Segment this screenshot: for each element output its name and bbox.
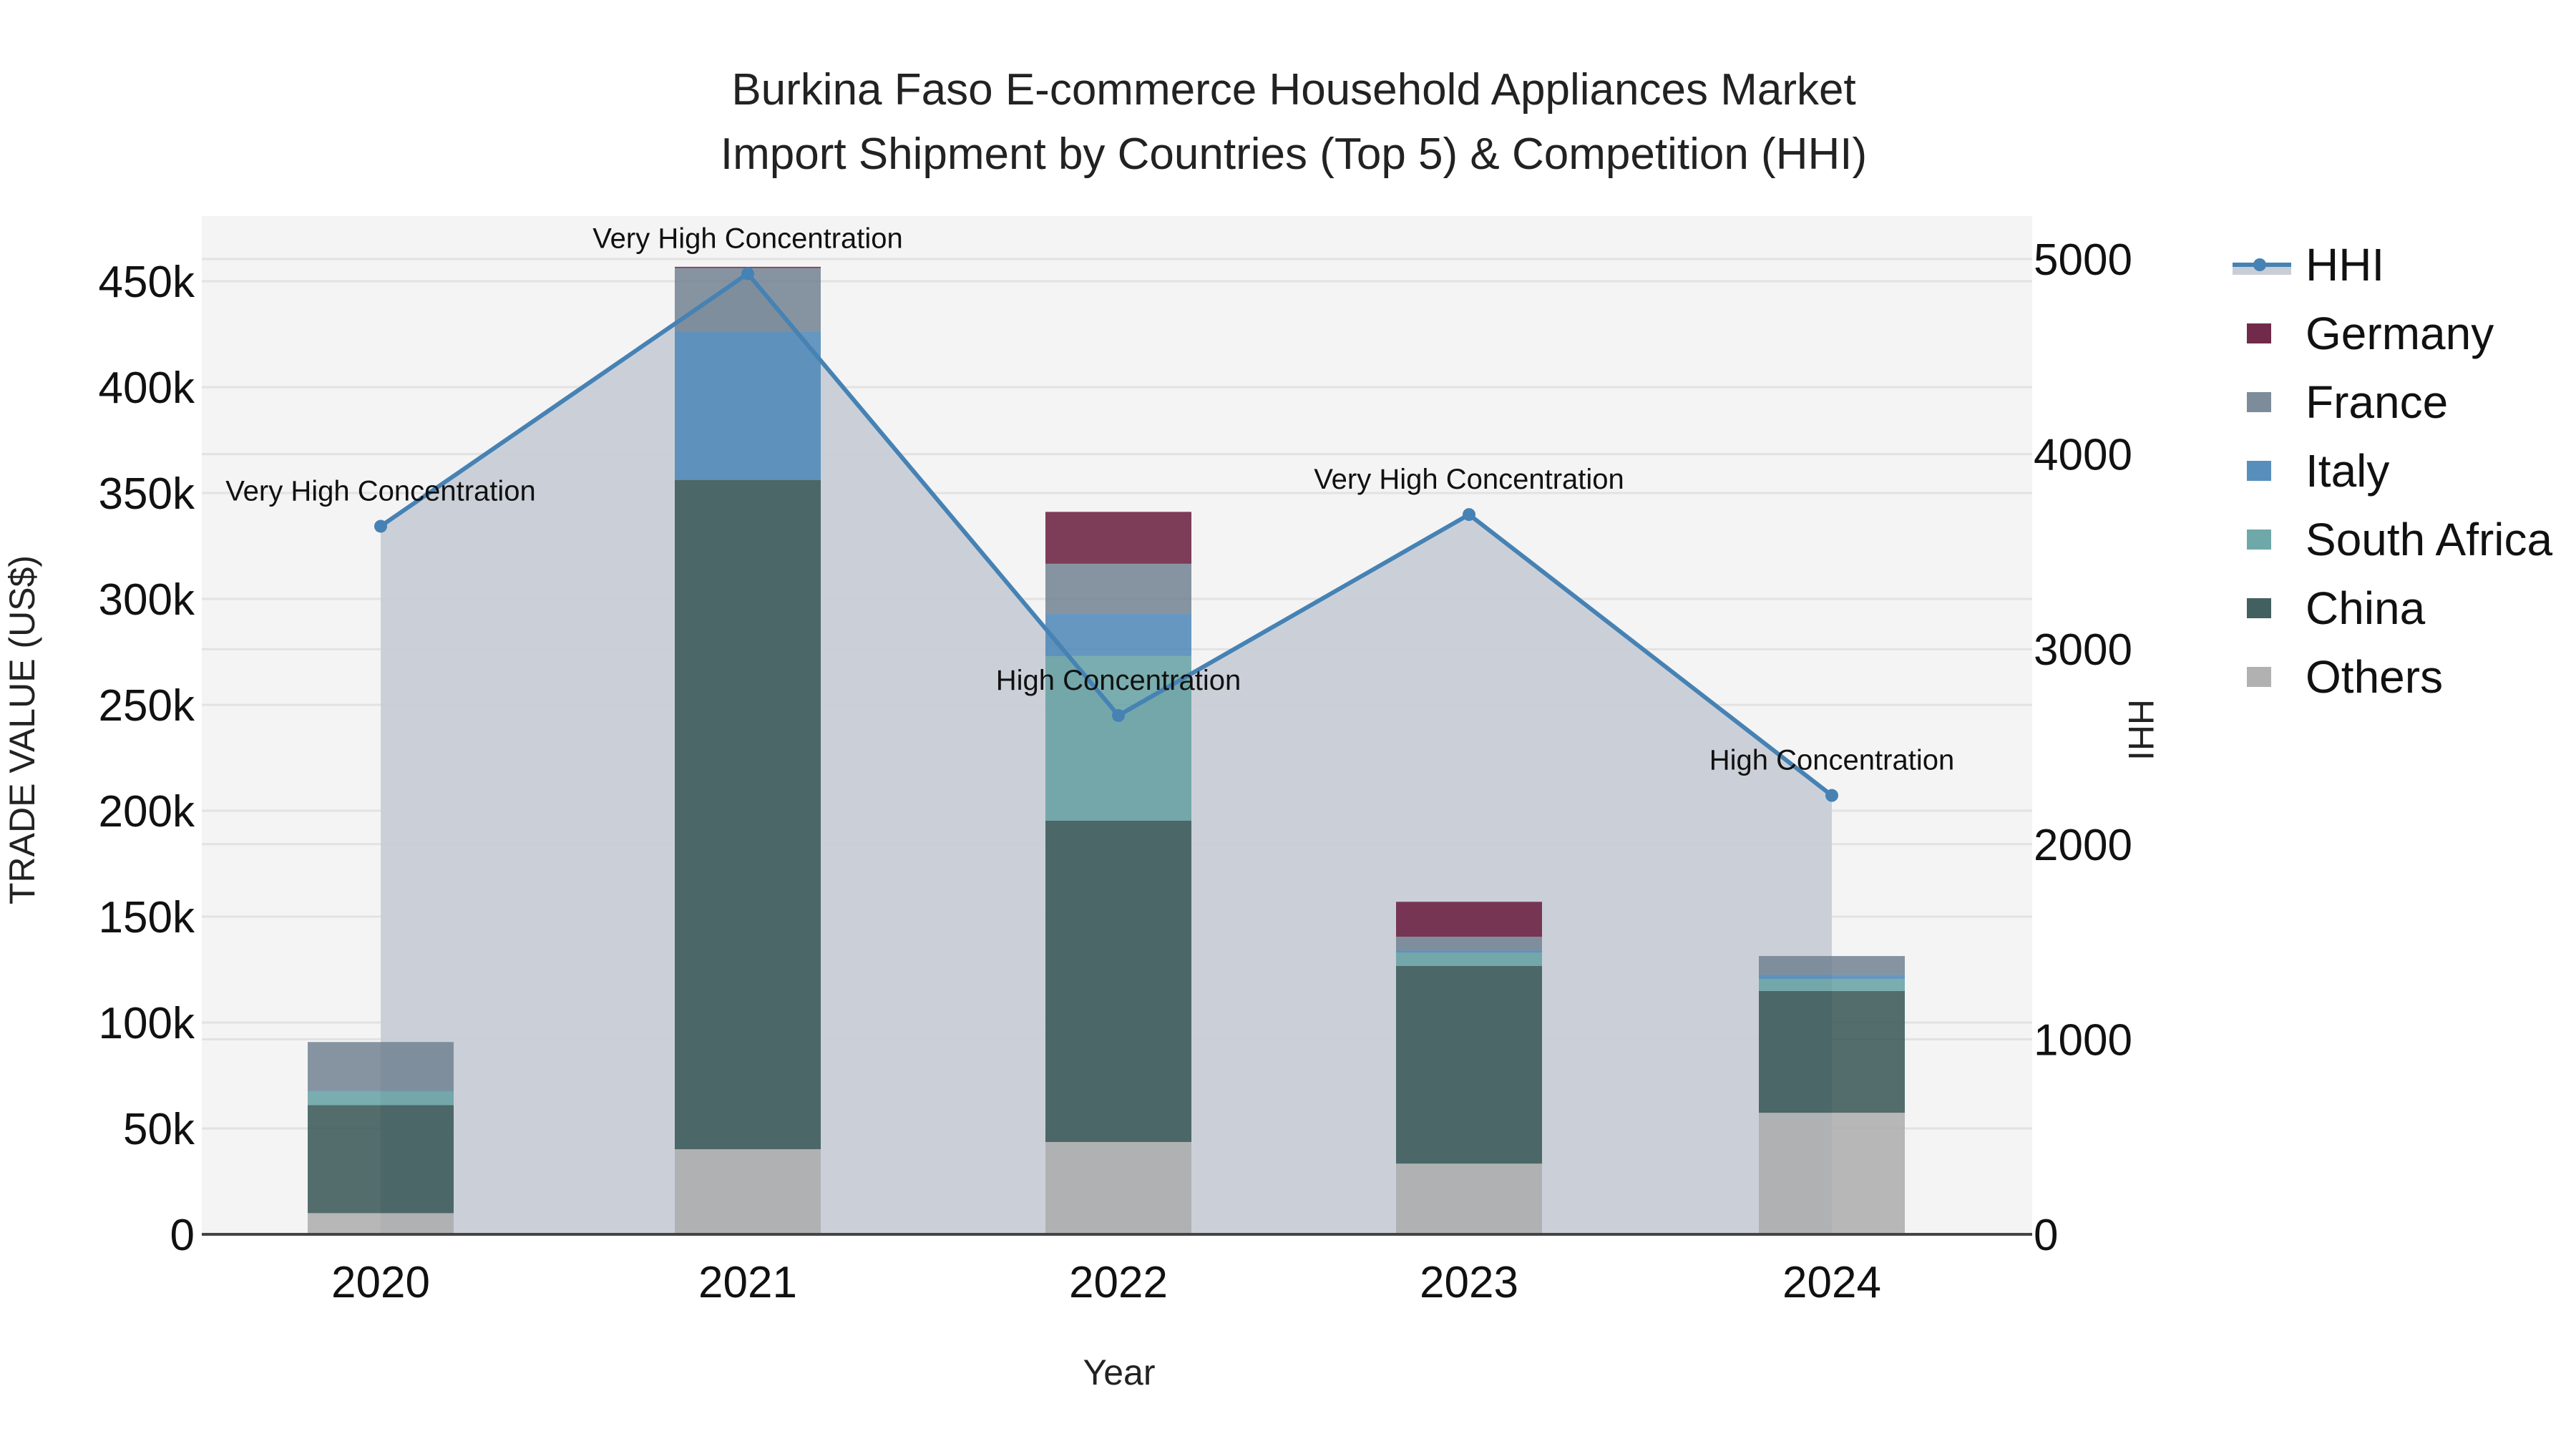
bar-segment-others[interactable] bbox=[1759, 1113, 1905, 1234]
legend-swatch-icon bbox=[2247, 530, 2271, 550]
hhi-line bbox=[374, 267, 1838, 802]
y-tick-label: 200k bbox=[99, 787, 195, 836]
legend-label: Italy bbox=[2306, 445, 2389, 497]
bar-segment-others[interactable] bbox=[1045, 1141, 1191, 1234]
hhi-annotation: Very High Concentration bbox=[1314, 464, 1624, 495]
bar-segment-china[interactable] bbox=[1396, 965, 1542, 1164]
x-tick-label: 2021 bbox=[698, 1258, 797, 1307]
y2-tick-label: 3000 bbox=[2034, 625, 2132, 675]
x-tick-label: 2023 bbox=[1420, 1258, 1518, 1307]
bar-segment-south-africa[interactable] bbox=[1045, 655, 1191, 821]
y2-tick-label: 0 bbox=[2034, 1211, 2058, 1260]
bar-segment-south-africa[interactable] bbox=[1396, 952, 1542, 966]
bar-segment-italy[interactable] bbox=[675, 331, 821, 480]
y-tick-label: 100k bbox=[99, 999, 195, 1048]
y-tick-label: 250k bbox=[99, 681, 195, 731]
hhi-marker[interactable] bbox=[1112, 708, 1125, 722]
bar-segment-china[interactable] bbox=[1045, 820, 1191, 1142]
legend-swatch-icon bbox=[2247, 667, 2271, 687]
y2-axis-title: HHI bbox=[2121, 699, 2161, 761]
y-axis-title: TRADE VALUE (US$) bbox=[2, 555, 42, 904]
x-tick-label: 2022 bbox=[1069, 1258, 1168, 1307]
legend-label: Others bbox=[2306, 651, 2443, 703]
legend-item-hhi[interactable]: HHI bbox=[2233, 239, 2384, 291]
y-tick-label: 300k bbox=[99, 575, 195, 625]
bar-segment-france[interactable] bbox=[308, 1042, 454, 1091]
legend-label: France bbox=[2306, 376, 2448, 428]
hhi-annotation: High Concentration bbox=[996, 665, 1241, 696]
bar-segment-france[interactable] bbox=[1045, 563, 1191, 615]
legend-item-others[interactable]: Others bbox=[2247, 651, 2443, 703]
legend-swatch-icon bbox=[2247, 461, 2271, 481]
hhi-marker[interactable] bbox=[1825, 789, 1838, 802]
bar-segment-italy[interactable] bbox=[1396, 950, 1542, 953]
y2-tick-label: 4000 bbox=[2034, 431, 2132, 480]
y-tick-label: 50k bbox=[123, 1105, 195, 1154]
bar-segment-france[interactable] bbox=[1396, 937, 1542, 951]
y2-tick-label: 2000 bbox=[2034, 821, 2132, 870]
bar-segment-south-africa[interactable] bbox=[1759, 979, 1905, 991]
y-tick-label: 400k bbox=[99, 364, 195, 413]
hhi-annotations: Very High Concentration Very High Concent… bbox=[225, 223, 1954, 776]
x-tick-label: 2020 bbox=[331, 1258, 430, 1307]
y-tick-label: 0 bbox=[170, 1211, 195, 1260]
y-tick-label: 350k bbox=[99, 469, 195, 519]
legend-label: China bbox=[2306, 582, 2426, 634]
hhi-annotation: Very High Concentration bbox=[225, 475, 536, 507]
legend-marker-icon bbox=[2253, 258, 2266, 271]
x-axis-ticks: 2020 2021 2022 2023 2024 bbox=[331, 1258, 1881, 1307]
x-axis-title: Year bbox=[1083, 1352, 1155, 1392]
bar-segment-others[interactable] bbox=[1396, 1163, 1542, 1234]
y-tick-label: 150k bbox=[99, 893, 195, 942]
bar-segment-germany[interactable] bbox=[1045, 512, 1191, 564]
legend-label: Germany bbox=[2306, 308, 2494, 359]
bar-segment-france[interactable] bbox=[1759, 956, 1905, 975]
hhi-marker[interactable] bbox=[741, 267, 754, 280]
hhi-marker[interactable] bbox=[374, 519, 387, 533]
legend-label: South Africa bbox=[2306, 514, 2553, 565]
bar-segment-germany[interactable] bbox=[1396, 902, 1542, 937]
y2-tick-label: 1000 bbox=[2034, 1015, 2132, 1065]
bar-segment-italy[interactable] bbox=[1759, 975, 1905, 980]
bar-segment-others[interactable] bbox=[675, 1149, 821, 1234]
bar-segment-china[interactable] bbox=[308, 1105, 454, 1214]
y2-tick-label: 5000 bbox=[2034, 235, 2132, 285]
bar-segment-others[interactable] bbox=[308, 1213, 454, 1234]
hhi-annotation: High Concentration bbox=[1709, 745, 1954, 776]
y-axis-ticks: 0 50k 100k 150k 200k 250k 300k 350k 400k 450k bbox=[99, 258, 195, 1260]
legend-swatch-icon bbox=[2247, 598, 2271, 618]
legend-swatch-icon bbox=[2247, 392, 2271, 412]
legend: HHI Germany France Italy South Africa China Ot… bbox=[2233, 239, 2553, 703]
chart-subtitle: Import Shipment by Countries (Top 5) & C… bbox=[721, 130, 1867, 179]
hhi-marker[interactable] bbox=[1463, 508, 1475, 522]
legend-swatch-icon bbox=[2247, 323, 2271, 343]
bars bbox=[308, 266, 1905, 1234]
legend-label: HHI bbox=[2306, 239, 2384, 291]
chart-title: Burkina Faso E-commerce Household Applia… bbox=[731, 65, 1855, 114]
legend-item-italy[interactable]: Italy bbox=[2247, 445, 2389, 497]
bar-segment-china[interactable] bbox=[675, 479, 821, 1150]
bar-segment-italy[interactable] bbox=[1045, 614, 1191, 656]
legend-item-france[interactable]: France bbox=[2247, 376, 2448, 428]
legend-item-germany[interactable]: Germany bbox=[2247, 308, 2494, 359]
bar-segment-south-africa[interactable] bbox=[308, 1091, 454, 1106]
hhi-annotation: Very High Concentration bbox=[592, 223, 903, 254]
legend-item-china[interactable]: China bbox=[2247, 582, 2426, 634]
legend-item-south-africa[interactable]: South Africa bbox=[2247, 514, 2553, 565]
x-tick-label: 2024 bbox=[1782, 1258, 1881, 1307]
y2-axis-ticks: 0 1000 2000 3000 4000 5000 bbox=[2034, 235, 2132, 1260]
y-tick-label: 450k bbox=[99, 258, 195, 307]
bar-segment-china[interactable] bbox=[1759, 990, 1905, 1113]
